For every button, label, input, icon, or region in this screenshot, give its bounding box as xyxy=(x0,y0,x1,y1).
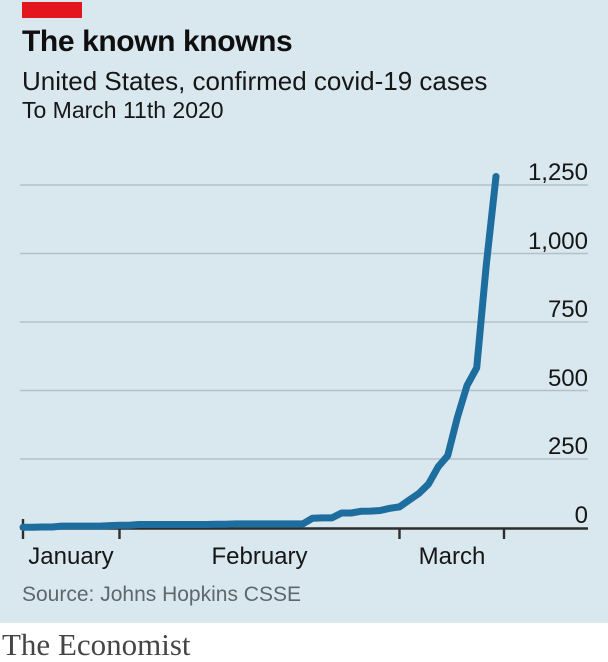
x-axis-label-february: February xyxy=(211,543,308,570)
y-axis-label-250: 250 xyxy=(547,433,588,460)
chart-subtitle: United States, confirmed covid-19 cases xyxy=(22,66,488,96)
chart-title: The known knowns xyxy=(22,25,293,58)
y-axis-label-1250: 1,250 xyxy=(527,159,588,186)
y-axis-label-500: 500 xyxy=(547,364,588,392)
line-chart-plot xyxy=(19,173,588,539)
covid-cases-line xyxy=(19,173,500,531)
economist-red-tab xyxy=(22,2,82,18)
y-axis-label-1000: 1,000 xyxy=(527,227,588,255)
chart-period: To March 11th 2020 xyxy=(22,97,224,123)
y-axis-label-750: 750 xyxy=(547,296,588,323)
source-note: Source: Johns Hopkins CSSE xyxy=(22,583,301,606)
economist-logo-text: The Economist xyxy=(2,627,191,662)
x-axis-label-march: March xyxy=(418,543,486,570)
chart-card: The known knowns United States, confirme… xyxy=(0,0,608,623)
y-axis-label-0: 0 xyxy=(574,501,588,529)
x-axis-label-january: January xyxy=(28,543,114,570)
